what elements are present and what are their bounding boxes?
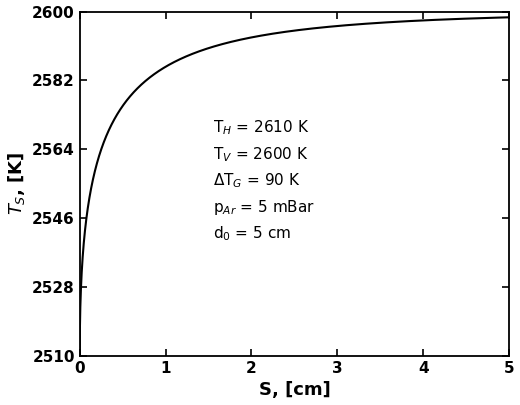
X-axis label: S, [cm]: S, [cm] [258, 382, 330, 399]
Y-axis label: $T_S$, [K]: $T_S$, [K] [6, 152, 27, 215]
Text: T$_H$ = 2610 K
T$_V$ = 2600 K
$\Delta$T$_G$ = 90 K
p$_{Ar}$ = 5 mBar
d$_0$ = 5 c: T$_H$ = 2610 K T$_V$ = 2600 K $\Delta$T$… [213, 119, 315, 243]
